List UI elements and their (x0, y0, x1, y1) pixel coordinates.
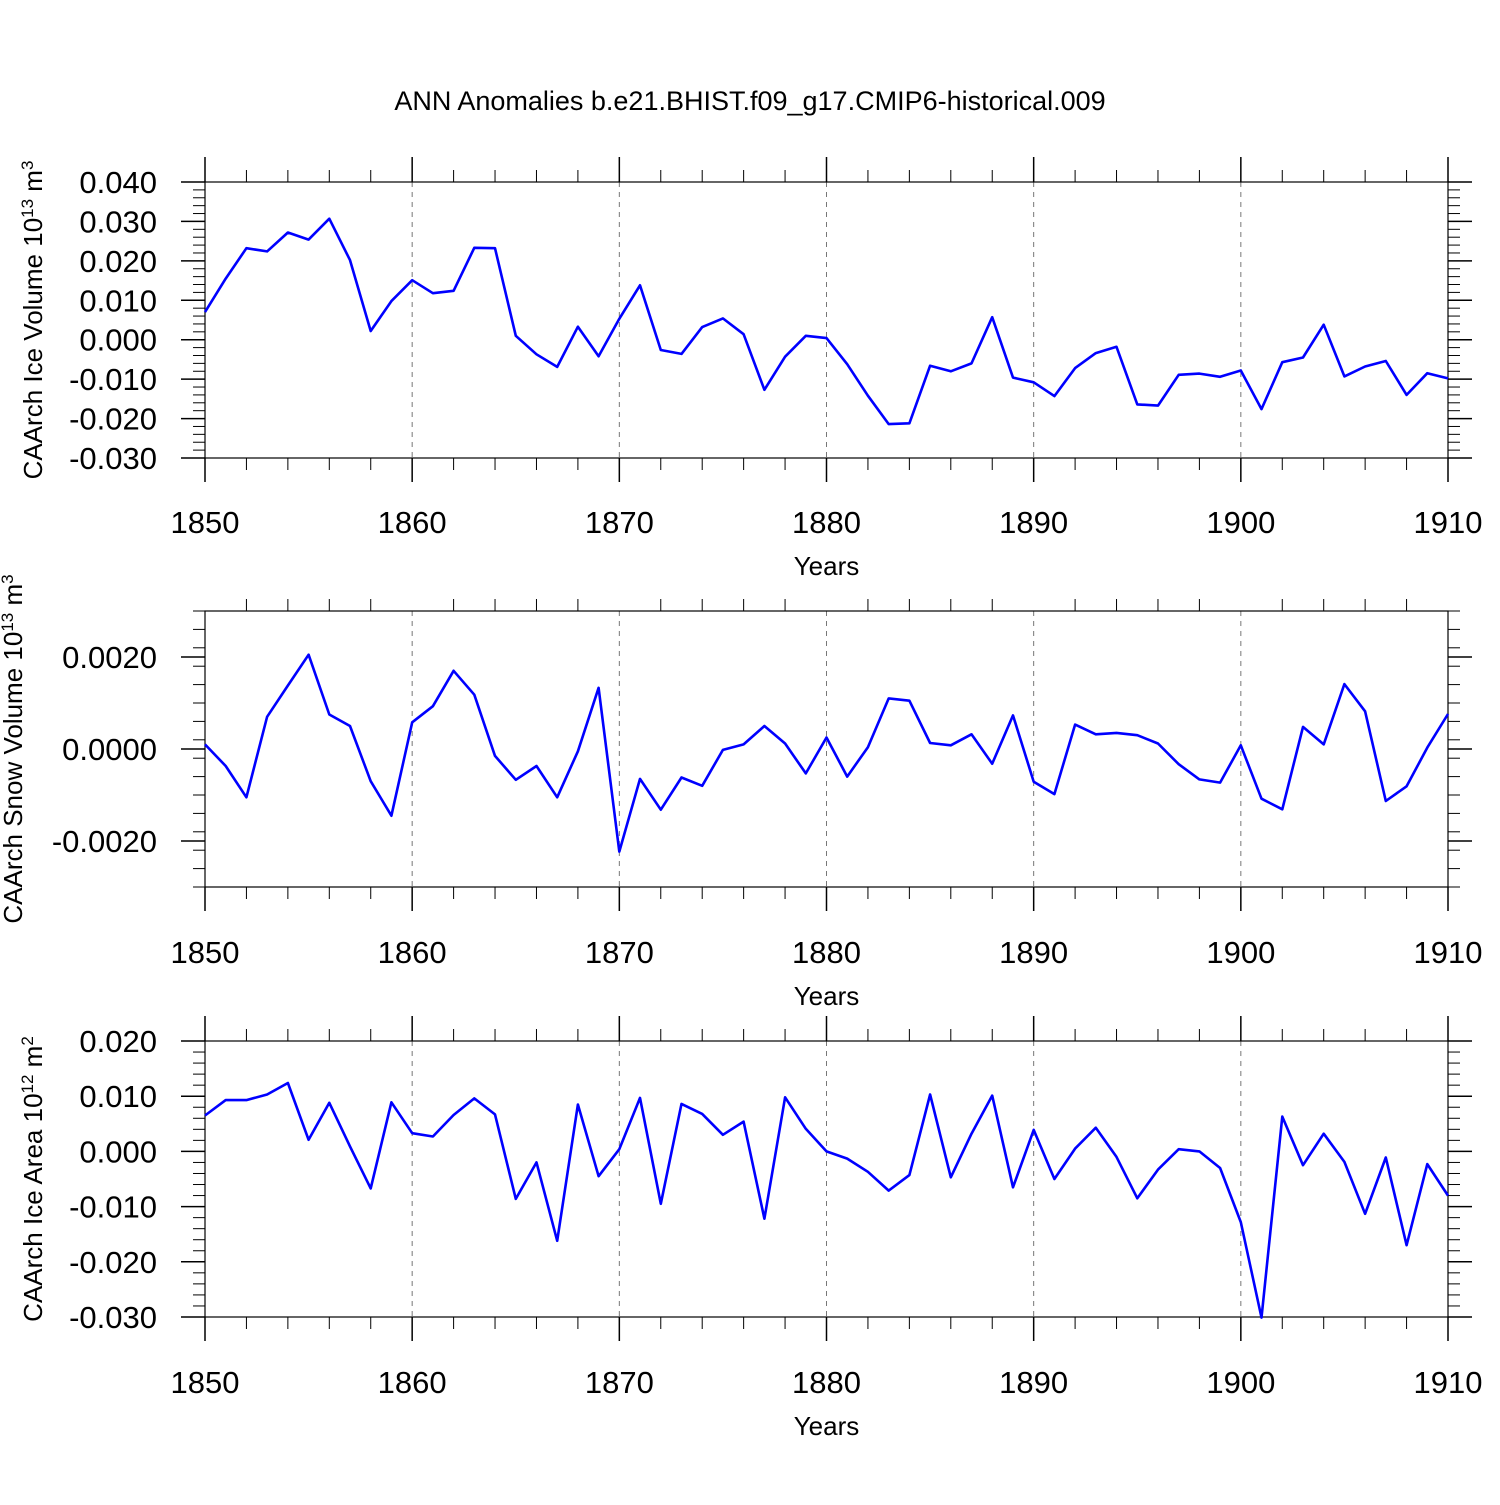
x-tick-label: 1860 (378, 505, 447, 540)
y-tick-label: 0.0020 (62, 640, 157, 675)
x-tick-label: 1860 (378, 935, 447, 970)
y-tick-label: -0.030 (69, 1300, 157, 1335)
x-tick-label: 1850 (171, 935, 240, 970)
y-tick-label: 0.010 (79, 1079, 157, 1114)
y-axis-label-superscript: 2 (18, 1036, 37, 1045)
y-tick-label: -0.010 (69, 1190, 157, 1225)
x-tick-label: 1900 (1206, 935, 1275, 970)
x-axis-label: Years (794, 1411, 860, 1441)
x-tick-label: 1910 (1414, 505, 1483, 540)
x-tick-label: 1850 (171, 1365, 240, 1400)
chart-panel-2: -0.0020 0.0000 0.0020 1850 1860 1870 1880 1890 1… (0, 574, 1482, 1011)
x-axis-label: Years (794, 981, 860, 1011)
y-axis-label-part: m (18, 1046, 48, 1075)
series-line (204, 1081, 1450, 1319)
y-tick-label: 0.000 (79, 1134, 157, 1169)
x-tick-label: 1870 (585, 935, 654, 970)
series-line (204, 653, 1450, 853)
y-tick-label: -0.020 (69, 1245, 157, 1280)
y-axis-label: CAArch Snow Volume 1013 m3 (0, 574, 28, 923)
chart-title: ANN Anomalies b.e21.BHIST.f09_g17.CMIP6-… (394, 86, 1105, 116)
y-tick-label: 0.040 (79, 165, 157, 200)
y-tick-label: 0.000 (79, 323, 157, 358)
x-tick-label: 1870 (585, 505, 654, 540)
x-tick-label: 1910 (1414, 935, 1483, 970)
y-axis-label: CAArch Ice Area 1012 m2 (18, 1036, 49, 1322)
x-tick-label: 1910 (1414, 1365, 1483, 1400)
series-line (203, 217, 1449, 426)
x-tick-label: 1890 (999, 505, 1068, 540)
y-tick-label: 0.0000 (62, 732, 157, 767)
x-tick-label: 1880 (792, 1365, 861, 1400)
x-tick-label: 1900 (1206, 505, 1275, 540)
chart-panel-1: -0.030 -0.020 -0.010 0.000 0.010 0.020 0.030 0.… (18, 157, 1483, 581)
y-tick-label: 0.020 (79, 1024, 157, 1059)
y-axis-label-superscript: 3 (18, 161, 37, 170)
y-tick-label: -0.030 (69, 441, 157, 476)
x-tick-label: 1890 (999, 1365, 1068, 1400)
y-axis-label-superscript: 13 (0, 613, 17, 632)
x-axis-label: Years (794, 551, 860, 581)
y-tick-label: -0.010 (69, 362, 157, 397)
y-tick-label: 0.030 (79, 204, 157, 239)
y-axis-label: CAArch Ice Volume 1013 m3 (18, 161, 49, 480)
x-tick-label: 1880 (792, 935, 861, 970)
y-axis-label-part: CAArch Ice Volume 10 (18, 218, 48, 480)
y-axis-label-superscript: 3 (0, 574, 17, 583)
x-tick-label: 1880 (792, 505, 861, 540)
y-axis-label-superscript: 12 (18, 1075, 37, 1094)
y-tick-label: 0.020 (79, 244, 157, 279)
y-axis-label-part: m (18, 170, 48, 199)
y-axis-label-superscript: 13 (18, 199, 37, 218)
x-tick-label: 1870 (585, 1365, 654, 1400)
y-tick-label: -0.020 (69, 402, 157, 437)
x-tick-label: 1890 (999, 935, 1068, 970)
x-tick-label: 1850 (171, 505, 240, 540)
y-tick-label: 0.010 (79, 283, 157, 318)
x-tick-label: 1900 (1206, 1365, 1275, 1400)
chart-panel-3: -0.030 -0.020 -0.010 0.000 0.010 0.020 1850 186… (18, 1016, 1483, 1441)
y-axis-label-part: m (0, 584, 28, 613)
y-axis-label-part: CAArch Snow Volume 10 (0, 632, 28, 924)
y-axis-label-part: CAArch Ice Area 10 (18, 1093, 48, 1321)
y-tick-label: -0.0020 (52, 824, 157, 859)
x-tick-label: 1860 (378, 1365, 447, 1400)
